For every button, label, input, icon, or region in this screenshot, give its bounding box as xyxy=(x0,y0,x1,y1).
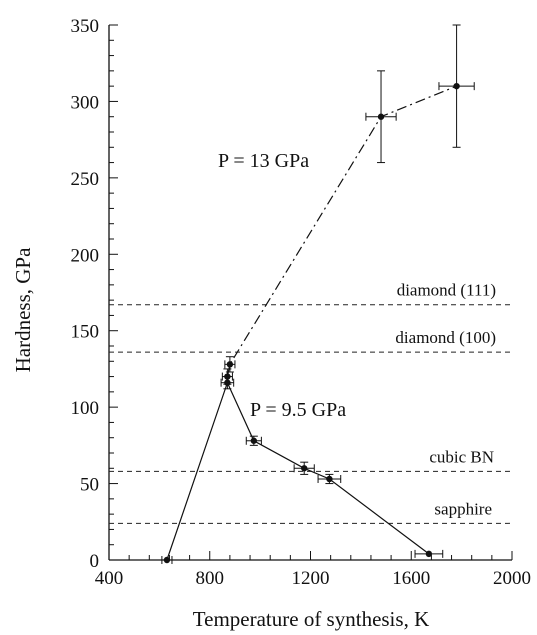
y-tick-label: 150 xyxy=(71,322,100,343)
y-axis-label: Hardness, GPa xyxy=(11,247,35,372)
y-tick-label: 100 xyxy=(71,398,100,419)
x-tick-label: 400 xyxy=(95,568,124,589)
y-tick-label: 200 xyxy=(71,245,100,266)
data-point xyxy=(326,475,333,483)
data-point xyxy=(425,550,433,558)
reference-label: diamond (100) xyxy=(395,328,496,347)
series-label-p13: P = 13 GPa xyxy=(218,150,309,172)
y-tick-label: 300 xyxy=(71,92,100,113)
data-point xyxy=(377,113,385,120)
data-point xyxy=(224,373,231,380)
reference-label: cubic BN xyxy=(429,447,494,466)
data-point xyxy=(301,465,308,472)
x-axis-label: Temperature of synthesis, K xyxy=(193,607,429,631)
y-tick-label: 0 xyxy=(90,551,100,572)
y-tick-label: 50 xyxy=(80,475,99,496)
data-point xyxy=(453,82,460,90)
x-tick-label: 800 xyxy=(196,568,225,589)
y-tick-label: 350 xyxy=(71,16,100,37)
y-tick-label: 250 xyxy=(71,169,100,190)
series-line-p9-5 xyxy=(166,381,430,561)
x-tick-label: 1600 xyxy=(392,568,430,589)
reference-label: sapphire xyxy=(434,499,492,518)
x-tick-label: 1200 xyxy=(292,568,330,589)
x-tick-label: 2000 xyxy=(493,568,531,589)
series-label-p9-5: P = 9.5 GPa xyxy=(250,399,346,421)
data-point xyxy=(163,556,171,564)
series-line-p13 xyxy=(226,85,457,377)
reference-label: diamond (111) xyxy=(397,281,496,300)
data-point xyxy=(250,437,258,444)
data-point xyxy=(226,361,234,368)
